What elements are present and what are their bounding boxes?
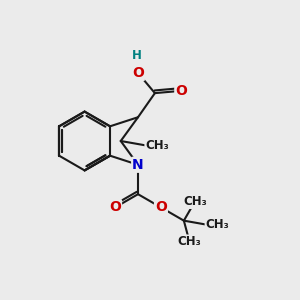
Text: CH₃: CH₃ [206, 218, 229, 231]
Text: CH₃: CH₃ [146, 139, 169, 152]
Text: CH₃: CH₃ [183, 195, 207, 208]
Text: CH₃: CH₃ [178, 236, 201, 248]
Text: O: O [155, 200, 167, 214]
Text: H: H [131, 49, 141, 62]
Text: N: N [132, 158, 144, 172]
Text: O: O [109, 200, 121, 214]
Text: O: O [175, 84, 187, 98]
Text: O: O [132, 66, 144, 80]
